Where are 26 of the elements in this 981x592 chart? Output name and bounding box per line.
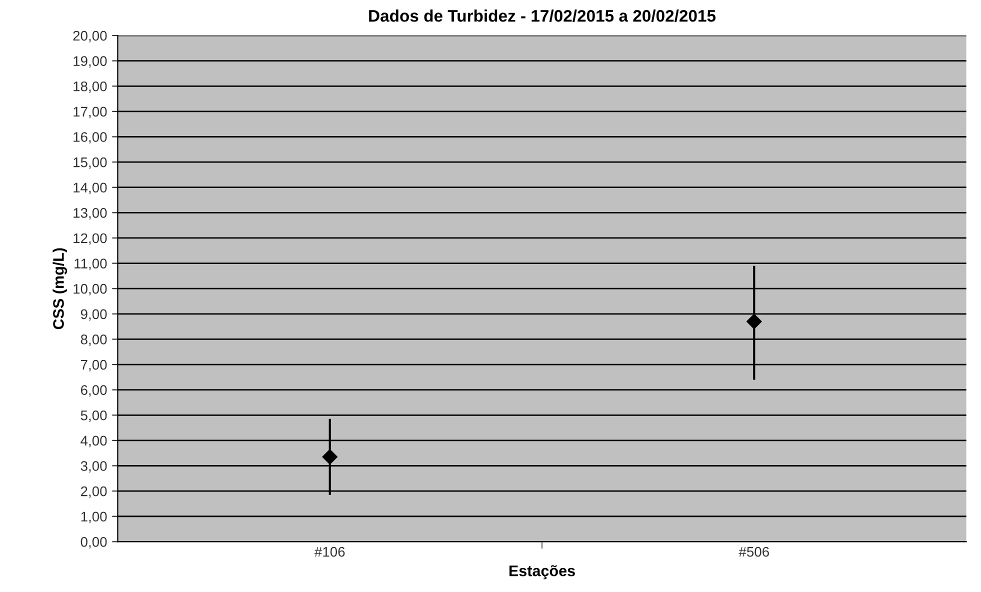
y-tick-label: 8,00 [80,334,107,346]
y-tick-label: 7,00 [80,360,107,372]
y-tick-label: 12,00 [74,233,107,245]
y-axis-title: CSS (mg/L) [52,248,67,330]
y-tick-label: 4,00 [80,436,107,448]
y-tick-label: 6,00 [80,385,107,397]
chart-title: Dados de Turbidez - 17/02/2015 a 20/02/2015 [369,10,716,22]
y-tick-label: 11,00 [74,258,107,270]
y-tick-label: 20,00 [73,30,107,42]
y-tick-label: 14,00 [74,182,107,194]
y-tick-label: 0,00 [80,537,107,548]
y-tick-label: 2,00 [80,486,107,498]
y-tick-label: 17,00 [74,106,107,118]
y-tick-label: 1,00 [81,512,107,524]
y-tick-label: 3,00 [80,461,107,473]
y-tick-label: 16,00 [74,132,107,144]
y-tick-label: 19,00 [74,56,107,68]
y-tick-label: 5,00 [80,410,107,422]
y-tick-label: 13,00 [74,208,107,220]
x-axis-title: Estações [509,565,575,580]
x-tick-label: #106 [314,546,345,557]
y-tick-label: 9,00 [80,309,107,321]
y-tick-label: 15,00 [74,157,107,169]
y-tick-label: 18,00 [74,81,107,93]
x-tick-label: #506 [738,546,769,557]
y-tick-label: 10,00 [74,284,107,296]
